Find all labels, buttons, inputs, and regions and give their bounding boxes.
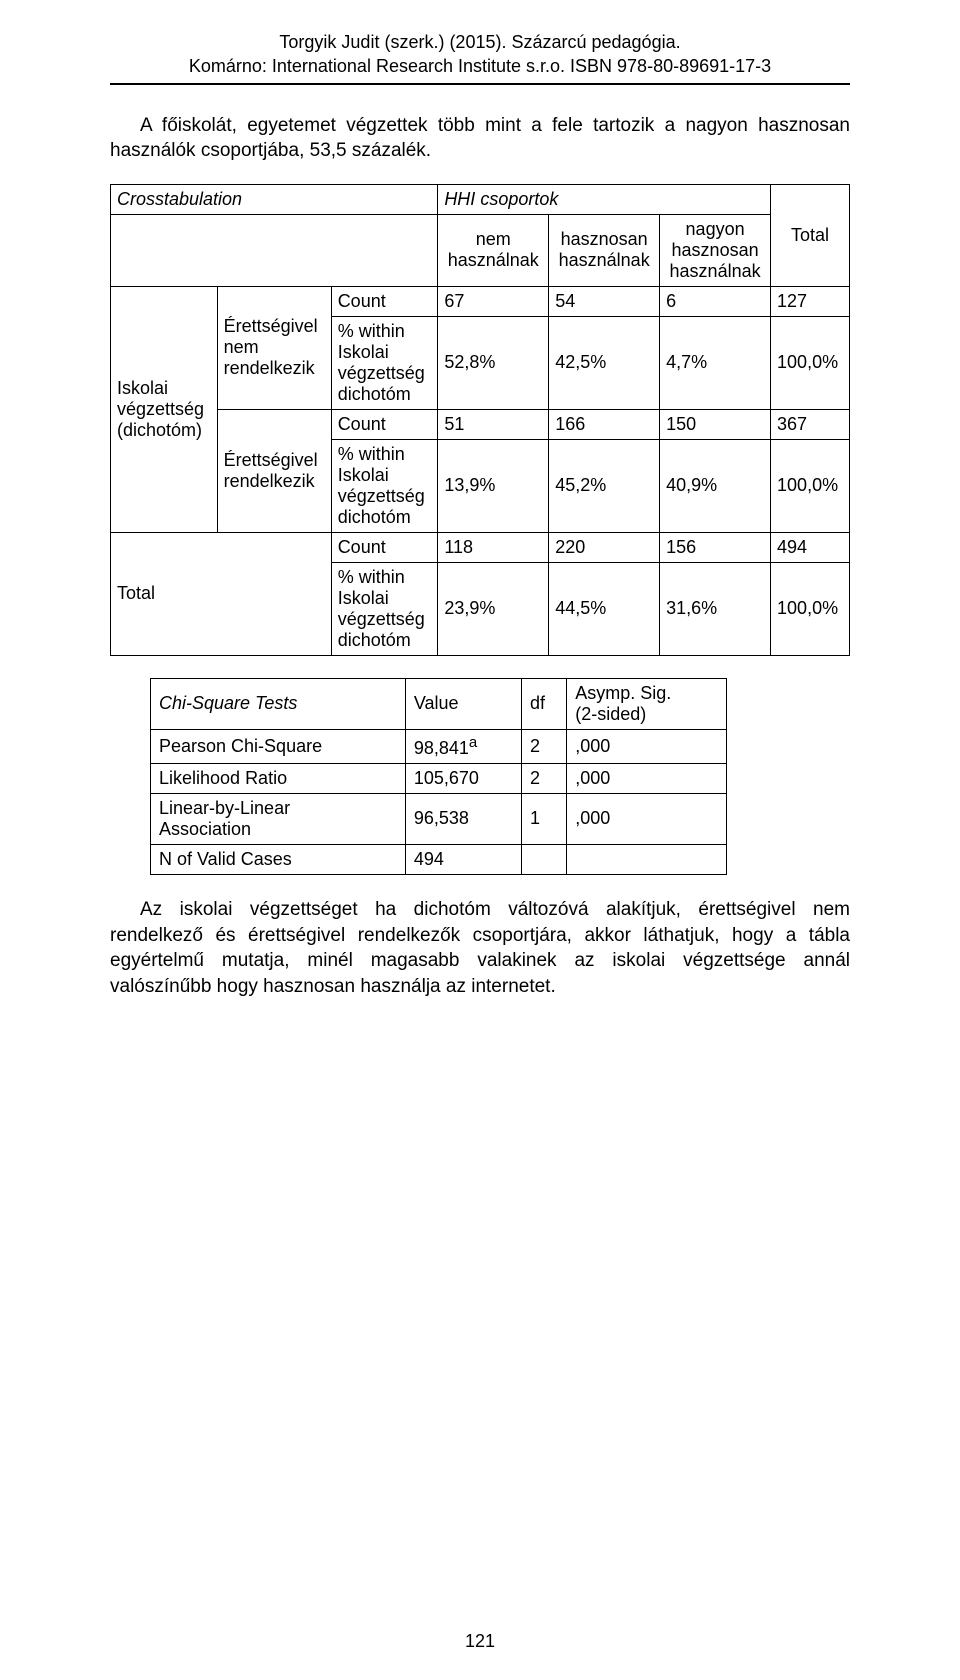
grp2-label: Érettségivel rendelkezik bbox=[217, 409, 331, 532]
chisq-r4v: 494 bbox=[405, 844, 521, 874]
total-f3: 31,6% bbox=[660, 562, 771, 655]
grp2-d3: 40,9% bbox=[660, 439, 771, 532]
total-e2: 220 bbox=[549, 532, 660, 562]
crosstab-title: Crosstabulation bbox=[111, 184, 438, 214]
col-hasznosan: hasznosan használnak bbox=[549, 214, 660, 286]
chisq-r2p: ,000 bbox=[567, 763, 727, 793]
total-f2: 44,5% bbox=[549, 562, 660, 655]
grp2-count-label: Count bbox=[331, 409, 438, 439]
total-e4: 494 bbox=[771, 532, 850, 562]
chisq-r1: Pearson Chi-Square bbox=[151, 729, 406, 763]
chisq-r3v: 96,538 bbox=[405, 793, 521, 844]
grp2-d1: 13,9% bbox=[438, 439, 549, 532]
grp1-a4: 127 bbox=[771, 286, 850, 316]
chisq-r2v: 105,670 bbox=[405, 763, 521, 793]
chisq-h3: Asymp. Sig. (2-sided) bbox=[567, 678, 727, 729]
grp1-within-label: % within Iskolai végzettség dichotóm bbox=[331, 316, 438, 409]
page-number: 121 bbox=[110, 1631, 850, 1652]
chisq-h2: df bbox=[521, 678, 566, 729]
total-row-label: Total bbox=[111, 532, 332, 655]
grp1-b2: 42,5% bbox=[549, 316, 660, 409]
chisq-title: Chi-Square Tests bbox=[151, 678, 406, 729]
grp2-d4: 100,0% bbox=[771, 439, 850, 532]
closing-paragraph: Az iskolai végzettséget ha dichotóm vált… bbox=[110, 897, 850, 1000]
grp1-a3: 6 bbox=[660, 286, 771, 316]
header-line-1: Torgyik Judit (szerk.) (2015). Százarcú … bbox=[110, 30, 850, 54]
total-f4: 100,0% bbox=[771, 562, 850, 655]
grp1-a2: 54 bbox=[549, 286, 660, 316]
grp2-d2: 45,2% bbox=[549, 439, 660, 532]
chisq-r1df: 2 bbox=[521, 729, 566, 763]
page-header: Torgyik Judit (szerk.) (2015). Százarcú … bbox=[110, 30, 850, 85]
intro-paragraph: A főiskolát, egyetemet végzettek több mi… bbox=[110, 113, 850, 164]
chisq-r4p bbox=[567, 844, 727, 874]
crosstab-header-total: Total bbox=[771, 184, 850, 286]
chisq-r1v-num: 98,841 bbox=[414, 738, 469, 758]
total-count-label: Count bbox=[331, 532, 438, 562]
chisq-r4: N of Valid Cases bbox=[151, 844, 406, 874]
grp1-label: Érettségivel nem rendelkezik bbox=[217, 286, 331, 409]
col-nem: nem használnak bbox=[438, 214, 549, 286]
total-f1: 23,9% bbox=[438, 562, 549, 655]
chisq-r1v: 98,841a bbox=[405, 729, 521, 763]
chisq-r2: Likelihood Ratio bbox=[151, 763, 406, 793]
grp1-a1: 67 bbox=[438, 286, 549, 316]
grp2-c4: 367 bbox=[771, 409, 850, 439]
chisq-r1v-sup: a bbox=[469, 734, 477, 751]
chisq-h1: Value bbox=[405, 678, 521, 729]
grp2-c2: 166 bbox=[549, 409, 660, 439]
crosstab-header-hhi: HHI csoportok bbox=[438, 184, 771, 214]
grp2-c1: 51 bbox=[438, 409, 549, 439]
crosstab-blank bbox=[111, 214, 438, 286]
chisq-r3: Linear-by-Linear Association bbox=[151, 793, 406, 844]
grp1-count-label: Count bbox=[331, 286, 438, 316]
chisq-r4df bbox=[521, 844, 566, 874]
chisq-r3p: ,000 bbox=[567, 793, 727, 844]
chisq-table: Chi-Square Tests Value df Asymp. Sig. (2… bbox=[150, 678, 727, 875]
crosstab-table: Crosstabulation HHI csoportok Total nem … bbox=[110, 184, 850, 656]
col-nagyon: nagyon hasznosan használnak bbox=[660, 214, 771, 286]
grp1-b4: 100,0% bbox=[771, 316, 850, 409]
total-e3: 156 bbox=[660, 532, 771, 562]
grp2-c3: 150 bbox=[660, 409, 771, 439]
grp1-b1: 52,8% bbox=[438, 316, 549, 409]
grp1-b3: 4,7% bbox=[660, 316, 771, 409]
total-e1: 118 bbox=[438, 532, 549, 562]
rowhead-iskolai: Iskolai végzettség (dichotóm) bbox=[111, 286, 218, 532]
chisq-r3df: 1 bbox=[521, 793, 566, 844]
chisq-r1p: ,000 bbox=[567, 729, 727, 763]
grp2-within-label: % within Iskolai végzettség dichotóm bbox=[331, 439, 438, 532]
header-line-2: Komárno: International Research Institut… bbox=[110, 54, 850, 78]
total-within-label: % within Iskolai végzettség dichotóm bbox=[331, 562, 438, 655]
chisq-r2df: 2 bbox=[521, 763, 566, 793]
